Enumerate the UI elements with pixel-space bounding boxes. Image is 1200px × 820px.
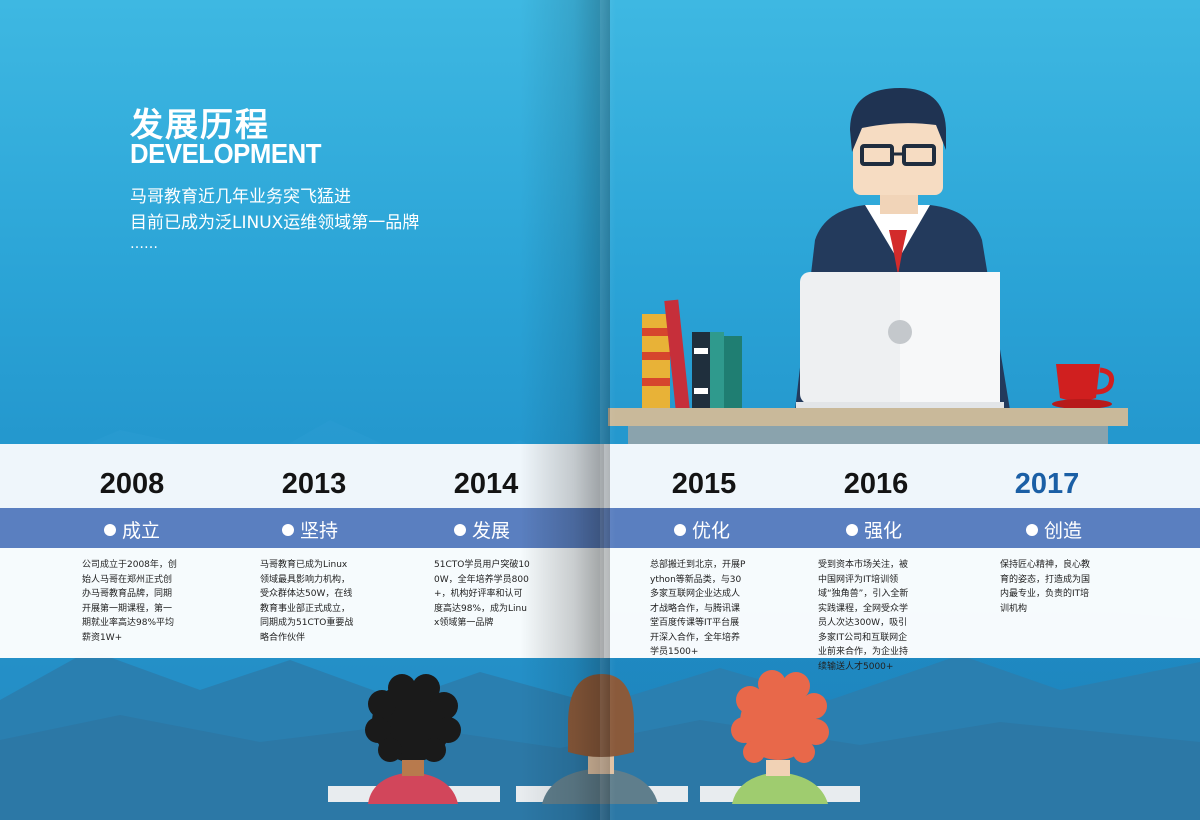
book-spine-highlight [600, 0, 616, 820]
timeline-tag-row [0, 508, 1200, 548]
bullet-icon [845, 523, 858, 536]
tag-2013: 坚持 [240, 516, 380, 543]
timeline-year-row [0, 444, 1200, 508]
bullet-icon [1025, 523, 1038, 536]
year-2016: 2016 [843, 468, 909, 500]
desc-2014: 51CTO学员用户突破100W，全年培养学员800+，机构好评率和认可度高达98… [434, 560, 530, 628]
tag-2008: 成立 [62, 516, 202, 543]
year-2008: 2008 [99, 468, 165, 500]
intro-ellipsis: …… [130, 236, 158, 252]
laptop-icon [796, 272, 1004, 412]
intro-line-1: 马哥教育近几年业务突飞猛进 [130, 187, 351, 207]
tag-2016: 强化 [804, 516, 944, 543]
year-2015: 2015 [671, 468, 737, 500]
page-title: 发展历程 [130, 105, 270, 144]
timeline-desc-row [0, 548, 1200, 658]
year-2014: 2014 [453, 468, 519, 500]
tag-2015: 优化 [632, 516, 772, 543]
book-spine-shadow [520, 0, 610, 820]
page-subtitle: DEVELOPMENT [130, 138, 322, 169]
page-fold-shadow [520, 444, 604, 658]
desc-2016: 受到资本市场关注，被中国网评为IT培训领域“独角兽”，引入全新实践课程，全网受众… [818, 560, 909, 672]
year-2017: 2017 [1014, 468, 1080, 500]
bullet-icon [281, 523, 294, 536]
student-figures [328, 670, 860, 804]
tag-2014: 发展 [412, 516, 552, 543]
desc-2015: 总部搬迁到北京，开展Python等新品类，与30多家互联网企业达成人才战略合作，… [650, 560, 746, 657]
desk-top [608, 408, 1128, 426]
year-2013: 2013 [281, 468, 347, 500]
desc-2008: 公司成立于2008年，创始人马哥在郑州正式创办马哥教育品牌，同期开展第一期课程，… [82, 560, 177, 643]
coffee-cup-icon [1052, 364, 1115, 409]
desk-front [628, 426, 1108, 444]
desc-2017: 保持匠心精神，良心教育的姿态，打造成为国内最专业，负责的IT培训机构 [1000, 560, 1091, 614]
bullet-icon [673, 523, 686, 536]
bullet-icon [453, 523, 466, 536]
desc-2013: 马哥教育已成为Linux领域最具影响力机构，受众群体达50W，在线教育事业部正式… [260, 560, 354, 643]
books-icon [642, 299, 742, 411]
bullet-icon [103, 523, 116, 536]
intro-line-2: 目前已成为泛LINUX运维领域第一品牌 [130, 213, 420, 233]
tag-2017: 创造 [984, 516, 1124, 543]
